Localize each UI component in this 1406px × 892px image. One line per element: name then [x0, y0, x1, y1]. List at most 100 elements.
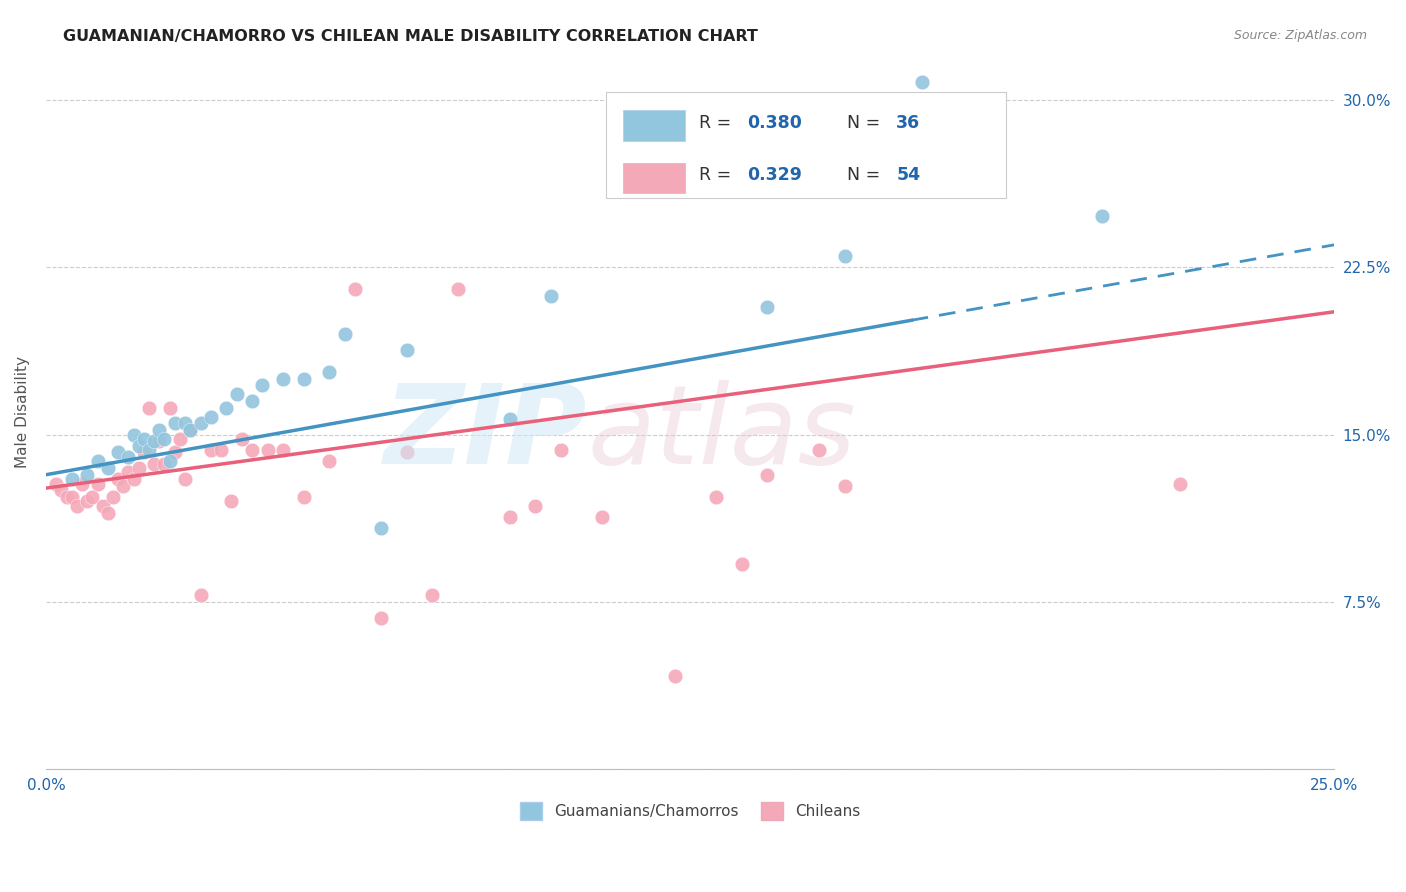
Point: [592, 510, 614, 524]
Point: [807, 443, 830, 458]
Point: [163, 417, 186, 431]
Text: Source: ZipAtlas.com: Source: ZipAtlas.com: [1233, 29, 1367, 42]
Point: [524, 499, 547, 513]
Point: [370, 610, 392, 624]
Point: [132, 432, 155, 446]
FancyBboxPatch shape: [623, 163, 685, 194]
Point: [200, 409, 222, 424]
FancyBboxPatch shape: [623, 111, 685, 141]
Point: [76, 467, 98, 482]
Point: [292, 372, 315, 386]
Point: [756, 301, 779, 315]
Text: ZIP: ZIP: [384, 380, 588, 487]
Text: N =: N =: [848, 167, 886, 185]
Point: [117, 450, 139, 464]
FancyBboxPatch shape: [606, 92, 1005, 198]
Point: [60, 472, 83, 486]
Point: [333, 327, 356, 342]
Point: [292, 490, 315, 504]
Point: [107, 445, 129, 459]
Text: 54: 54: [896, 167, 921, 185]
Point: [82, 490, 104, 504]
Y-axis label: Male Disability: Male Disability: [15, 356, 30, 468]
Legend: Guamanians/Chamorros, Chileans: Guamanians/Chamorros, Chileans: [515, 796, 866, 826]
Point: [179, 423, 201, 437]
Point: [704, 490, 727, 504]
Point: [51, 483, 73, 498]
Point: [138, 401, 160, 415]
Point: [240, 394, 263, 409]
Point: [370, 521, 392, 535]
Point: [627, 142, 650, 156]
Text: R =: R =: [699, 113, 737, 131]
Point: [225, 387, 247, 401]
Point: [1091, 209, 1114, 223]
Text: 36: 36: [896, 113, 921, 131]
Point: [1168, 476, 1191, 491]
Text: GUAMANIAN/CHAMORRO VS CHILEAN MALE DISABILITY CORRELATION CHART: GUAMANIAN/CHAMORRO VS CHILEAN MALE DISAB…: [63, 29, 758, 44]
Point: [107, 472, 129, 486]
Point: [834, 249, 856, 263]
Point: [97, 506, 120, 520]
Point: [128, 461, 150, 475]
Point: [190, 588, 212, 602]
Point: [148, 434, 170, 449]
Point: [252, 378, 274, 392]
Point: [179, 423, 201, 437]
Point: [159, 454, 181, 468]
Point: [66, 499, 89, 513]
Point: [169, 432, 191, 446]
Point: [148, 423, 170, 437]
Point: [550, 443, 572, 458]
Point: [499, 412, 522, 426]
Point: [200, 443, 222, 458]
Point: [318, 454, 340, 468]
Point: [86, 476, 108, 491]
Point: [447, 283, 470, 297]
Point: [117, 466, 139, 480]
Point: [153, 432, 176, 446]
Point: [911, 75, 934, 89]
Point: [138, 443, 160, 458]
Text: N =: N =: [848, 113, 886, 131]
Point: [395, 343, 418, 357]
Point: [122, 472, 145, 486]
Point: [128, 439, 150, 453]
Point: [756, 467, 779, 482]
Point: [395, 445, 418, 459]
Text: 0.380: 0.380: [747, 113, 801, 131]
Point: [143, 434, 166, 449]
Point: [231, 432, 253, 446]
Point: [540, 289, 562, 303]
Point: [215, 401, 238, 415]
Point: [344, 283, 367, 297]
Point: [132, 445, 155, 459]
Point: [271, 372, 294, 386]
Point: [153, 457, 176, 471]
Point: [271, 443, 294, 458]
Point: [60, 490, 83, 504]
Point: [45, 476, 67, 491]
Text: R =: R =: [699, 167, 737, 185]
Point: [143, 457, 166, 471]
Point: [76, 494, 98, 508]
Point: [884, 155, 907, 169]
Point: [318, 365, 340, 379]
Point: [256, 443, 278, 458]
Point: [240, 443, 263, 458]
Point: [70, 476, 93, 491]
Point: [122, 427, 145, 442]
Point: [86, 454, 108, 468]
Point: [97, 461, 120, 475]
Point: [174, 417, 197, 431]
Point: [91, 499, 114, 513]
Point: [221, 494, 243, 508]
Point: [174, 472, 197, 486]
Point: [163, 445, 186, 459]
Text: atlas: atlas: [588, 380, 856, 487]
Point: [209, 443, 232, 458]
Point: [730, 557, 752, 571]
Point: [112, 479, 135, 493]
Point: [101, 490, 124, 504]
Point: [499, 510, 522, 524]
